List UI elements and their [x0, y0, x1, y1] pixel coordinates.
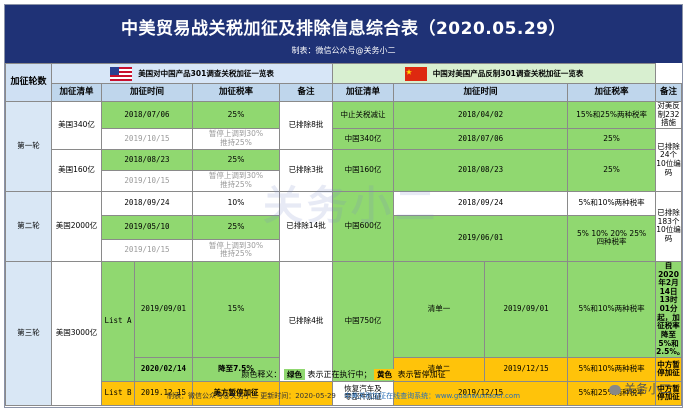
cn-list-160: 中国160亿 [332, 148, 395, 192]
cn-rate-two: 5%和10%两种税率 [567, 356, 657, 382]
us-note-r1b: 已排除3批 [278, 148, 334, 192]
cn-section-title: 中国对美国产品反制301调查关税加征一览表 [332, 63, 657, 84]
legend-yellow-swatch: 黄色 [374, 369, 396, 380]
cn-list-one: 清单一 [393, 260, 486, 358]
cn-section-label: 中国对美国产品反制301调查关税加征一览表 [432, 68, 584, 78]
cn-rate-5-10: 5%和10%两种税率 [567, 190, 657, 216]
us-rate-75: 降至7.5% [192, 356, 280, 382]
cn-time-0901: 2019/09/01 [484, 260, 569, 358]
wechat-icon [608, 384, 621, 395]
cn-note-r2: 已排除183个10位编码 [655, 190, 682, 262]
legend-green-text: 表示正在执行中； [307, 370, 372, 379]
us-section-title: 美国对中国产品301调查关税加征一览表 [50, 63, 334, 84]
us-col-time: 加征时间 [101, 83, 193, 102]
us-col-list: 加征清单 [51, 83, 102, 102]
cn-note-r3: 自2020年2月14日13时01分起，加征税率降至5%和2.5%。 [655, 260, 682, 358]
title-banner: 中美贸易战关税加征及排除信息综合表（2020.05.29） 制表：微信公众号@关… [5, 5, 682, 63]
cn-list-600: 中国600亿 [332, 190, 395, 262]
us-time-0510: 2019/05/10 [101, 214, 193, 240]
cn-col-list: 加征清单 [332, 83, 395, 102]
us-rate-b: 美方暂停加征 [192, 380, 280, 406]
page-title: 中美贸易战关税加征及排除信息综合表（2020.05.29） [120, 19, 567, 39]
footer: 制表：微信公众号@关务小二 更新时间：2020-05-29 中美关税加征在线查询… [5, 385, 682, 407]
cn-col-time: 加征时间 [393, 83, 569, 102]
us-section-label: 美国对中国产品301调查关税加征一览表 [138, 68, 274, 78]
cn-list-auto: 恢复汽车及 零部件加征 [332, 380, 395, 406]
round-3-label: 第三轮 [5, 260, 52, 406]
us-list-340: 美国340亿 [51, 101, 102, 150]
us-rate-15: 15% [192, 260, 280, 358]
corner-watermark: 关务小二 [608, 380, 672, 397]
cn-rate-25b: 25% [567, 148, 657, 192]
tariff-table: 加征轮数 美国对中国产品301调查关税加征一览表 中国对美国产品反制301调查关… [5, 63, 682, 406]
col-round-header: 加征轮数 [5, 63, 52, 102]
us-time-1015b: 2019/10/15 [101, 169, 193, 192]
us-time-0823: 2018/08/23 [101, 148, 193, 171]
corner-watermark-text: 关务小二 [623, 382, 672, 396]
legend-green-swatch: 绿色 [283, 369, 305, 380]
us-list-a: List A [101, 260, 135, 382]
us-time-0901: 2019/09/01 [134, 260, 193, 358]
us-list-3000: 美国3000亿 [51, 260, 102, 406]
legend-yellow-text: 表示暂停加征 [397, 370, 446, 379]
cn-list-stop: 中止关税减让 [332, 101, 395, 129]
us-rate-10: 10% [192, 190, 280, 216]
us-note-r3-b [278, 380, 334, 406]
cn-time-0823: 2018/08/23 [393, 148, 569, 192]
us-rate-pause-b: 暂停上调到30% 推持25% [192, 169, 280, 192]
us-flag-icon [110, 66, 133, 81]
cn-time-0924: 2018/09/24 [393, 190, 569, 216]
footer-credit: 制表：微信公众号@关务小二 更新时间：2020-05-29 [166, 392, 336, 400]
cn-time-0706: 2018/07/06 [393, 127, 569, 150]
us-note-r1a: 已排除8批 [278, 101, 334, 150]
cn-time-0601: 2019/06/01 [393, 214, 569, 262]
cn-rate-25a: 25% [567, 127, 657, 150]
us-rate-25b: 25% [192, 148, 280, 171]
cn-note-232: 对美反制232措施 [655, 101, 682, 129]
cn-rate-stop: 15%和25%两种税率 [567, 101, 657, 129]
us-col-note: 备注 [278, 83, 334, 102]
cn-list-750: 中国750亿 [332, 260, 395, 382]
cn-time-1215b: 2019/12/15 [393, 380, 569, 406]
us-rate-pause-a: 暂停上调到30% 推持25% [192, 127, 280, 150]
color-legend: 颜色释义： 绿色 表示正在执行中； 黄色 表示暂停加征 [5, 367, 682, 383]
round-1-label: 第一轮 [5, 101, 52, 192]
round-2-label: 第二轮 [5, 190, 52, 262]
us-time-1015c: 2019/10/15 [101, 238, 193, 262]
cn-list-340: 中国340亿 [332, 127, 395, 150]
us-list-b: List B [101, 380, 135, 406]
us-rate-25a: 25% [192, 101, 280, 129]
cn-col-rate: 加征税率 [567, 83, 657, 102]
cn-flag-icon [404, 66, 427, 81]
cn-note-pause-2: 中方暂停加征 [655, 380, 682, 406]
cn-time-1215a: 2019/12/15 [484, 356, 569, 382]
footer-site-link[interactable]: 中美关税加征在线查询系统：www.guanwuxiaoer.com [344, 392, 521, 400]
cn-col-note: 备注 [655, 83, 682, 102]
us-rate-pause-c: 暂停上调到30% 推持25% [192, 238, 280, 262]
us-time-0214: 2020/02/14 [134, 356, 193, 382]
us-note-r2: 已排除14批 [278, 190, 334, 262]
cn-note-r1: 已排除24个10位编码 [655, 127, 682, 192]
us-list-2000: 美国2000亿 [51, 190, 102, 262]
us-note-r3: 已排除4批 [278, 260, 334, 382]
us-rate-25c: 25% [192, 214, 280, 240]
us-list-160: 美国160亿 [51, 148, 102, 192]
summary-sheet: 中美贸易战关税加征及排除信息综合表（2020.05.29） 制表：微信公众号@关… [4, 4, 683, 408]
us-time-0924: 2018/09/24 [101, 190, 193, 216]
us-col-rate: 加征税率 [192, 83, 280, 102]
cn-rate-four: 5% 10% 20% 25% 四种税率 [567, 214, 657, 262]
us-time-0706: 2018/07/06 [101, 101, 193, 129]
cn-time-0402: 2018/04/02 [393, 101, 569, 129]
maker-credit: 制表：微信公众号@关务小二 [291, 46, 396, 55]
legend-label: 颜色释义： [241, 370, 282, 379]
us-time-1015a: 2019/10/15 [101, 127, 193, 150]
cn-rate-one: 5%和10%两种税率 [567, 260, 657, 358]
